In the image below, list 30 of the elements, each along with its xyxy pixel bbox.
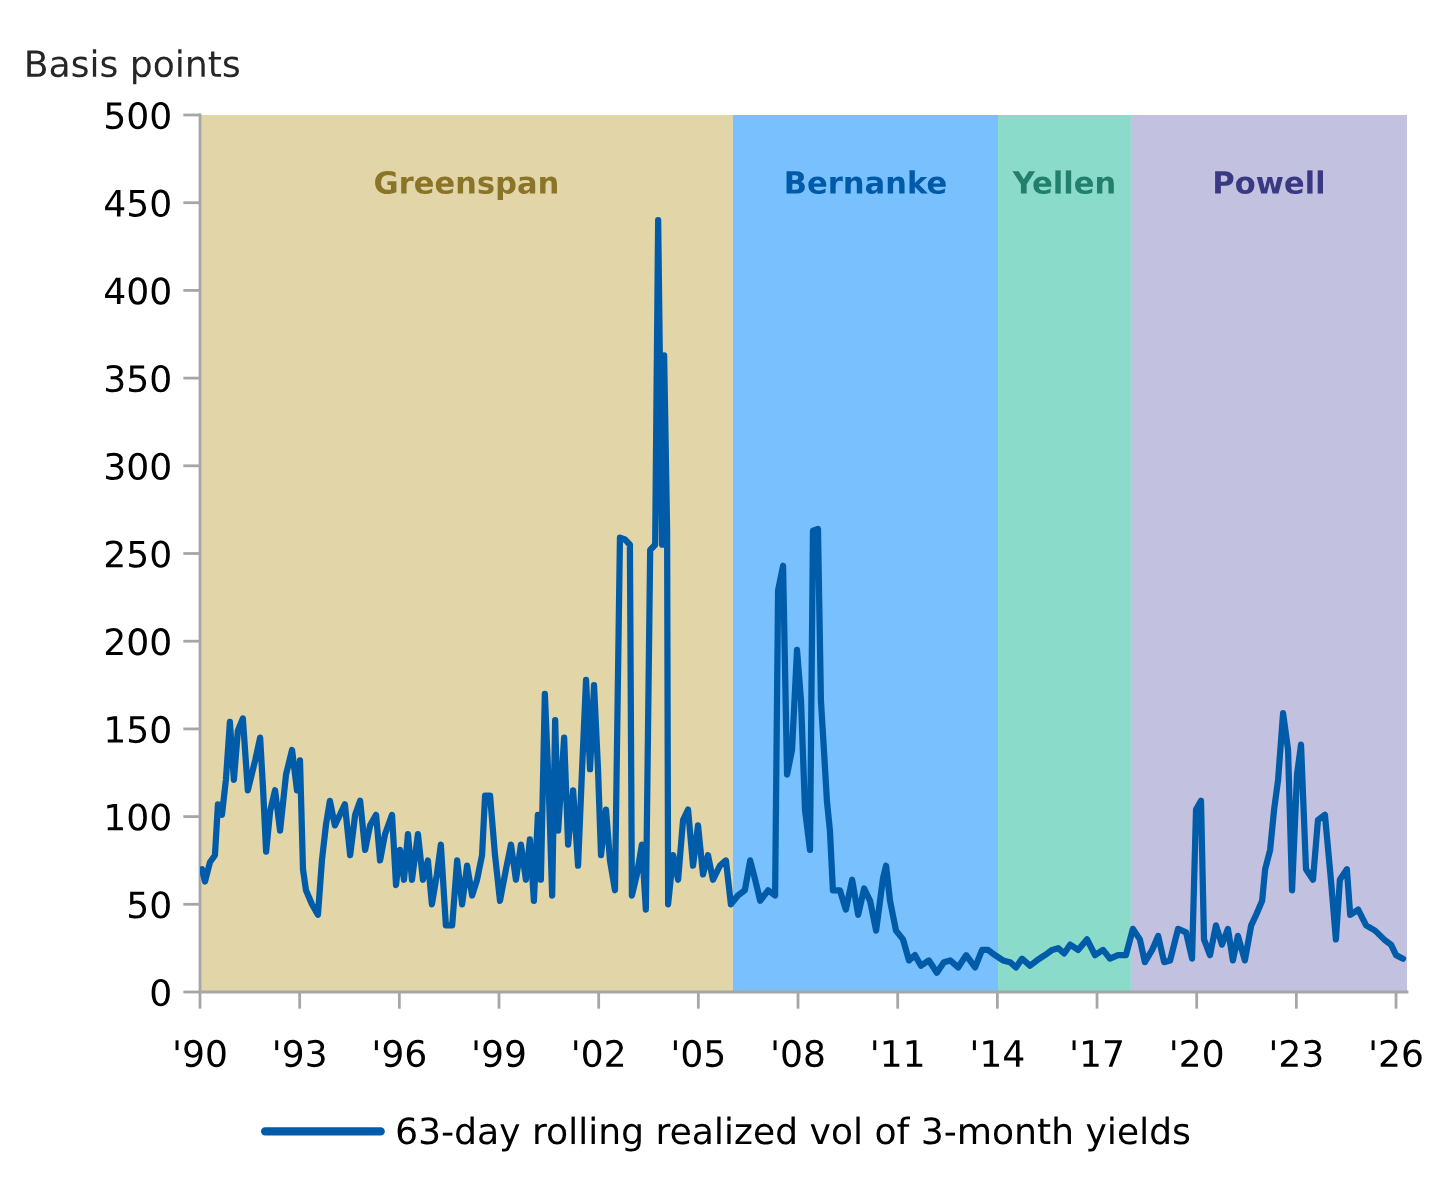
x-tick-label: '05	[673, 1039, 724, 1068]
band-label: Bernanke	[786, 170, 946, 195]
y-tick-label: 500	[106, 101, 170, 130]
y-tick-label: 50	[129, 891, 170, 919]
y-tick-label: 250	[105, 540, 170, 568]
band-label: Yellen	[1012, 170, 1114, 195]
x-tick-label: '08	[773, 1039, 824, 1068]
y-tick-label: 100	[107, 803, 170, 831]
x-tick-label: '17	[1072, 1040, 1122, 1067]
x-tick-label: '23	[1271, 1039, 1322, 1068]
y-tick-label: 150	[107, 715, 170, 744]
x-tick-label: '20	[1172, 1039, 1223, 1068]
x-tick-label: '93	[275, 1039, 325, 1068]
y-tick-label: 350	[106, 365, 170, 393]
y-tick-label: 300	[106, 452, 170, 481]
x-tick-label: '02	[574, 1039, 623, 1068]
y-tick-label: 0	[151, 978, 170, 1007]
legend-label: 63-day rolling realized vol of 3-month yields	[397, 1116, 1190, 1152]
y-tick-label: 200	[105, 628, 170, 656]
x-tick-label: '11	[873, 1040, 923, 1067]
band-label: Greenspan	[375, 170, 557, 200]
x-tick-label: '99	[474, 1039, 525, 1068]
band-label: Powell	[1215, 170, 1324, 195]
y-tick-label: 450	[105, 189, 170, 217]
x-tick-label: '26	[1371, 1039, 1422, 1068]
x-tick-label: '14	[972, 1040, 1024, 1067]
x-tick-label: '90	[175, 1039, 226, 1068]
y-axis-title: Basis points	[27, 49, 239, 85]
y-tick-label: 400	[105, 277, 170, 305]
x-tick-label: '96	[374, 1039, 426, 1068]
